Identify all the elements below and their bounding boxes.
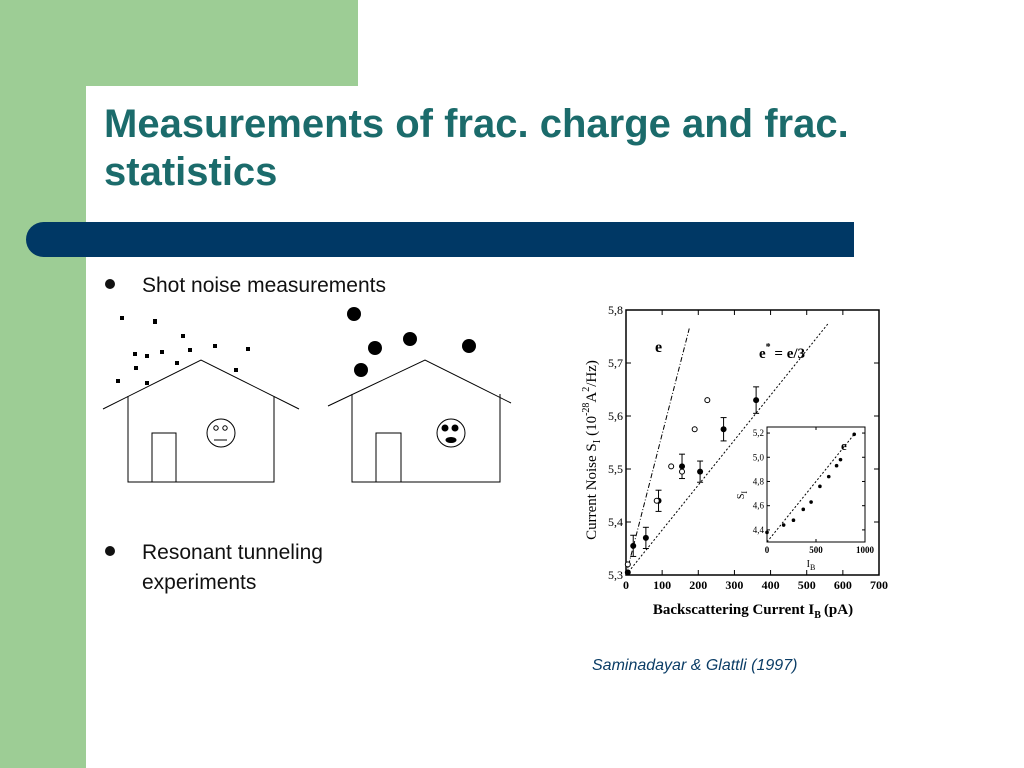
face-icon	[436, 418, 466, 448]
data-point	[679, 463, 686, 470]
data-point	[838, 457, 843, 462]
fit-line	[766, 432, 856, 543]
bullet-item: Shot noise measurements	[105, 271, 386, 301]
x-tick-label: 500	[809, 545, 823, 555]
data-point	[720, 426, 727, 433]
y-tick-label: 4,4	[753, 525, 765, 535]
data-point-open	[668, 463, 675, 470]
y-tick-label: 5,7	[608, 356, 623, 370]
title-divider-band	[26, 222, 854, 257]
data-point-open	[679, 468, 686, 475]
y-tick-label: 4,8	[753, 476, 765, 486]
data-point	[826, 474, 831, 479]
x-tick-label: 400	[762, 578, 780, 592]
x-tick-label: 200	[689, 578, 707, 592]
inset-line-label-e: e	[841, 438, 847, 453]
citation: Saminadayar & Glattli (1997)	[592, 657, 798, 674]
data-point	[852, 432, 857, 437]
x-axis-label: Backscattering Current IB (pA)	[653, 602, 853, 621]
data-point	[781, 523, 786, 527]
x-tick-label: 300	[725, 578, 743, 592]
data-point	[765, 530, 769, 535]
fit-line	[625, 322, 829, 576]
data-point-open	[704, 397, 711, 404]
x-tick-label: 100	[653, 578, 671, 592]
data-point-open	[653, 497, 660, 504]
white-rounded-corner	[86, 86, 206, 206]
x-tick-label: 0	[623, 578, 629, 592]
bullet-text: Shot noise measurements	[142, 274, 386, 297]
line-label-e: e	[655, 339, 662, 356]
data-point	[801, 507, 806, 512]
x-tick-label: 600	[834, 578, 852, 592]
x-tick-label: 0	[765, 545, 770, 555]
slide-title: Measurements of frac. charge and frac. s…	[104, 102, 849, 194]
data-point	[697, 468, 704, 475]
data-point	[630, 542, 637, 549]
left-green-bar	[0, 0, 86, 768]
house-small-particles	[102, 359, 300, 483]
house-large-particles	[327, 359, 512, 483]
x-tick-label: 500	[798, 578, 816, 592]
inset-x-axis-label: IB	[807, 559, 816, 572]
bullet-dot-icon	[105, 279, 115, 289]
data-point	[791, 518, 796, 523]
line-label-e-star: e* = e/3	[759, 342, 805, 362]
data-point	[834, 463, 839, 468]
y-tick-label: 5,4	[608, 515, 623, 529]
x-tick-label: 1000	[856, 545, 875, 555]
y-tick-label: 4,6	[753, 501, 765, 511]
bullet-text: Resonant tunneling experiments	[142, 541, 323, 594]
bullet-dot-icon	[105, 546, 115, 556]
data-point-open	[624, 561, 631, 568]
top-green-block	[0, 0, 358, 86]
y-tick-label: 5,2	[753, 428, 764, 438]
y-axis-label: Current Noise SI(10-28A2/Hz)	[581, 360, 603, 540]
y-tick-label: 5,8	[608, 303, 623, 317]
data-point	[642, 534, 649, 541]
y-tick-label: 5,3	[608, 568, 623, 582]
y-tick-label: 5,6	[608, 409, 623, 423]
plot-frame	[766, 426, 866, 543]
x-tick-label: 700	[870, 578, 888, 592]
fit-line	[625, 328, 690, 576]
data-point	[753, 397, 760, 404]
y-tick-label: 5,5	[608, 462, 623, 476]
data-point	[809, 500, 813, 504]
data-point-open	[691, 426, 698, 433]
large-particles	[347, 307, 476, 377]
inset-y-axis-label: SI	[736, 491, 749, 500]
y-tick-label: 5,0	[753, 452, 765, 462]
data-point	[818, 484, 822, 489]
face-icon	[206, 418, 236, 448]
bullet-item: Resonant tunneling experiments	[105, 538, 405, 598]
data-point	[624, 569, 631, 576]
small-particles	[116, 316, 250, 385]
